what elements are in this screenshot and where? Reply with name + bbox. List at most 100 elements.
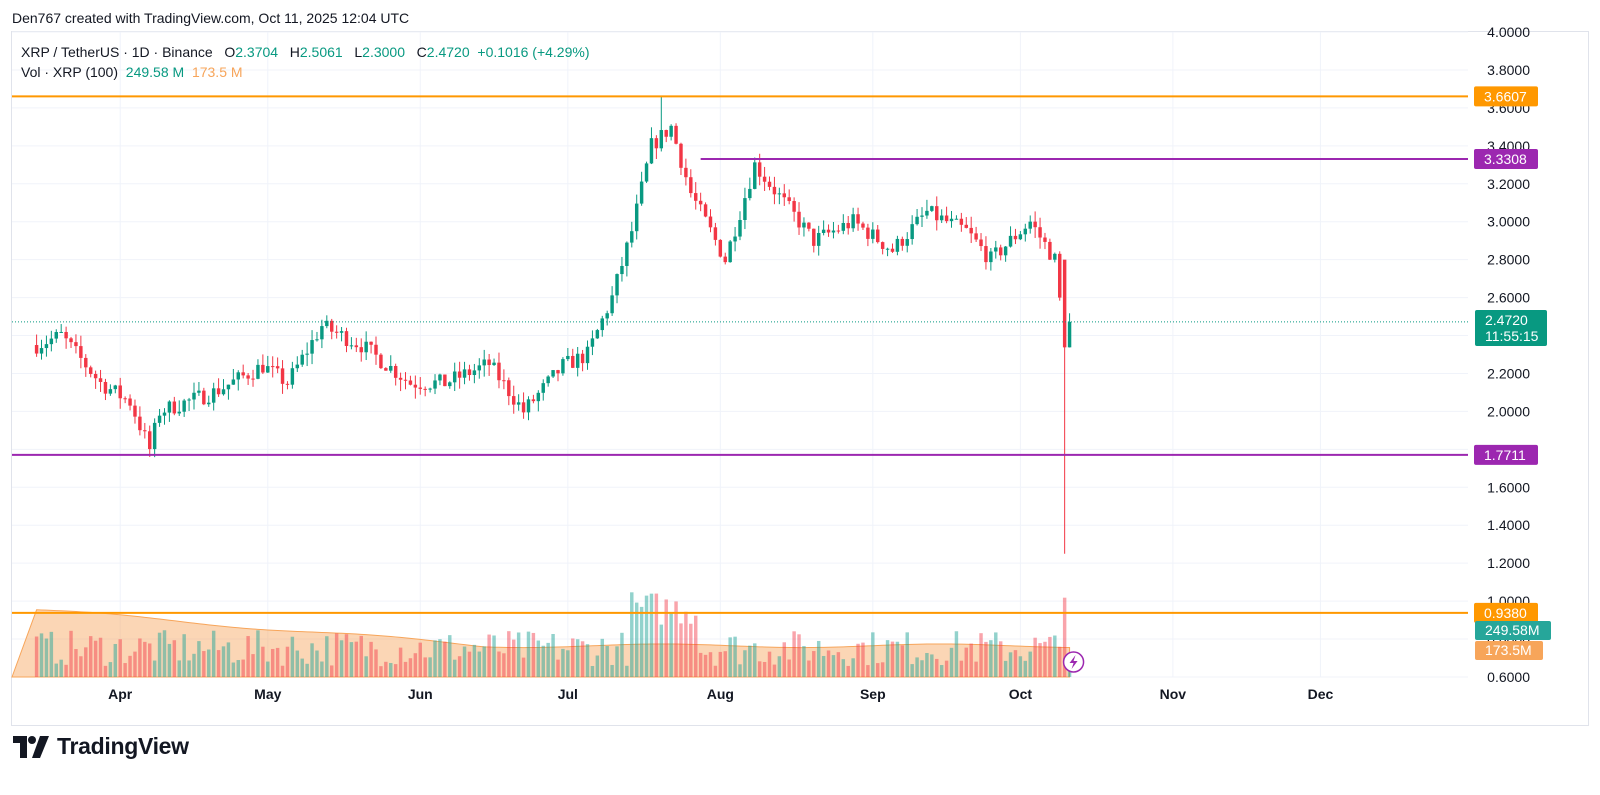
level-tag-label: 0.9380 bbox=[1484, 605, 1527, 621]
candle-body bbox=[1028, 221, 1032, 229]
candle-body bbox=[895, 238, 900, 252]
volume-bar bbox=[994, 632, 998, 677]
legend-change: +0.1016 (+4.29%) bbox=[477, 44, 590, 60]
candle-body bbox=[900, 238, 905, 246]
candle-body bbox=[807, 222, 811, 229]
candle-body bbox=[821, 229, 826, 233]
last-price-tag: 2.4720 11:55:15 bbox=[1475, 310, 1547, 346]
volume-bar bbox=[349, 642, 354, 677]
volume-bar bbox=[920, 660, 924, 677]
candle-body bbox=[797, 211, 801, 228]
level-tag-bg bbox=[1474, 148, 1538, 169]
volume-bar bbox=[497, 651, 501, 677]
x-tick-label: Jun bbox=[408, 686, 433, 702]
volume-bar bbox=[507, 631, 511, 677]
volume-bar bbox=[236, 660, 240, 677]
candle-body bbox=[408, 380, 413, 385]
y-tick-label: 2.8000 bbox=[1487, 252, 1530, 268]
candle-body bbox=[133, 405, 137, 417]
level-tag-bg bbox=[1474, 444, 1538, 465]
volume-bar bbox=[571, 638, 575, 677]
volume-bar bbox=[777, 656, 782, 677]
volume-bar bbox=[969, 643, 973, 677]
candle-body bbox=[920, 215, 924, 217]
y-tick-label: 1.6000 bbox=[1487, 479, 1530, 495]
volume-bar bbox=[1003, 660, 1008, 677]
volume-bar bbox=[935, 658, 939, 677]
candle-body bbox=[674, 125, 678, 144]
volume-bar bbox=[772, 664, 777, 677]
level-tag-label: 3.3308 bbox=[1484, 151, 1527, 167]
volume-bar bbox=[452, 659, 457, 677]
volume-bar bbox=[428, 657, 432, 677]
volume-bar bbox=[118, 639, 122, 677]
candle-body bbox=[615, 274, 619, 296]
volume-bar bbox=[915, 657, 919, 677]
volume-bar bbox=[211, 630, 216, 677]
y-tick-label: 4.0000 bbox=[1487, 24, 1530, 40]
volume-bar bbox=[443, 641, 447, 677]
candle-body bbox=[885, 248, 890, 250]
candle-body bbox=[49, 338, 54, 345]
candle-body bbox=[718, 239, 723, 257]
volume-bar bbox=[821, 655, 826, 677]
volume-bar bbox=[905, 632, 909, 677]
volume-bar bbox=[531, 632, 536, 677]
level-tag-bg bbox=[1474, 602, 1538, 623]
candle-body bbox=[433, 380, 437, 389]
volume-bar bbox=[1018, 656, 1023, 677]
candle-body bbox=[694, 193, 698, 201]
volume-bar bbox=[910, 664, 914, 677]
tradingview-logo[interactable]: TradingView bbox=[13, 733, 189, 760]
level-tag-label: 3.6607 bbox=[1484, 88, 1527, 104]
volume-bar bbox=[325, 636, 329, 677]
volume-bar bbox=[634, 602, 639, 677]
volume-bar bbox=[64, 664, 68, 677]
volume-bar bbox=[807, 660, 811, 677]
volume-bar bbox=[256, 630, 260, 677]
candle-body bbox=[379, 354, 383, 369]
candle-body bbox=[236, 372, 240, 380]
candle-body bbox=[462, 369, 467, 378]
volume-bar bbox=[221, 646, 226, 677]
volume-bar bbox=[467, 651, 472, 677]
candle-body bbox=[969, 227, 973, 234]
candle-body bbox=[497, 362, 501, 381]
candle-body bbox=[890, 248, 895, 252]
volume-bar bbox=[187, 660, 191, 677]
candle-body bbox=[266, 366, 270, 373]
legend-volume-ma: 173.5 M bbox=[191, 64, 243, 80]
y-tick-label: 3.8000 bbox=[1487, 62, 1530, 78]
volume-bar bbox=[580, 641, 585, 677]
volume-bar bbox=[492, 635, 496, 677]
legend-close: 2.4720 bbox=[426, 44, 470, 60]
volume-bar bbox=[123, 663, 127, 677]
volume-bar bbox=[266, 661, 270, 677]
volume-bar bbox=[393, 664, 398, 677]
x-tick-label: Nov bbox=[1160, 686, 1187, 702]
volume-bar bbox=[320, 661, 324, 677]
candle-body bbox=[143, 430, 147, 432]
volume-bar bbox=[797, 634, 801, 677]
volume-bar bbox=[1028, 651, 1032, 677]
volume-bar bbox=[330, 665, 334, 677]
volume-bar bbox=[1033, 637, 1037, 677]
chart-legend: XRP / TetherUS · 1D · Binance O2.3704 H2… bbox=[21, 42, 590, 82]
volume-bar bbox=[472, 644, 477, 677]
candle-body bbox=[787, 197, 791, 202]
candle-body bbox=[88, 367, 93, 374]
candle-body bbox=[974, 233, 978, 240]
candle-body bbox=[738, 219, 742, 237]
candle-body bbox=[585, 346, 590, 364]
candle-body bbox=[1062, 259, 1067, 348]
volume-bar bbox=[767, 651, 772, 677]
candle-body bbox=[123, 398, 127, 400]
candle-body bbox=[113, 385, 118, 390]
candle-body bbox=[851, 214, 855, 229]
candle-body bbox=[1003, 246, 1008, 256]
candle-body bbox=[664, 130, 668, 137]
candle-body bbox=[979, 239, 983, 247]
candle-body bbox=[221, 389, 226, 395]
candle-body bbox=[403, 379, 408, 381]
